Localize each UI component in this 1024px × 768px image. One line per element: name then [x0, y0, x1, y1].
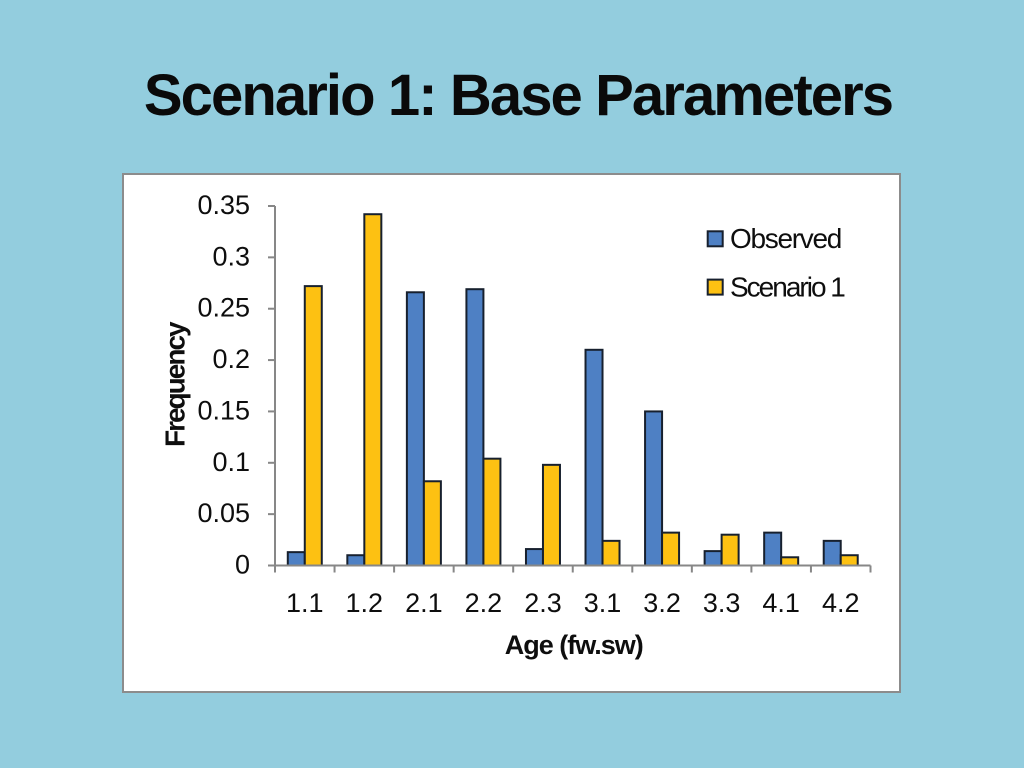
svg-text:1.1: 1.1	[286, 588, 324, 618]
svg-text:0.35: 0.35	[197, 190, 250, 220]
svg-text:0.15: 0.15	[197, 395, 250, 425]
svg-text:2.1: 2.1	[405, 588, 443, 618]
svg-text:Observed: Observed	[730, 223, 841, 254]
svg-text:3.1: 3.1	[584, 588, 622, 618]
svg-text:3.2: 3.2	[643, 588, 681, 618]
svg-text:0.25: 0.25	[197, 293, 250, 323]
svg-text:0.3: 0.3	[212, 241, 250, 271]
svg-text:0: 0	[235, 550, 250, 580]
svg-text:0.1: 0.1	[212, 447, 250, 477]
svg-text:0.05: 0.05	[197, 498, 250, 528]
svg-text:Scenario 1: Scenario 1	[730, 271, 845, 302]
svg-text:2.3: 2.3	[524, 588, 562, 618]
svg-text:Frequency: Frequency	[159, 321, 190, 447]
svg-text:Age (fw.sw): Age (fw.sw)	[505, 630, 643, 660]
svg-text:0.2: 0.2	[212, 344, 250, 374]
svg-text:3.3: 3.3	[703, 588, 741, 618]
svg-text:4.1: 4.1	[762, 588, 800, 618]
svg-text:2.2: 2.2	[465, 588, 503, 618]
svg-text:1.2: 1.2	[346, 588, 384, 618]
svg-text:4.2: 4.2	[822, 588, 860, 618]
